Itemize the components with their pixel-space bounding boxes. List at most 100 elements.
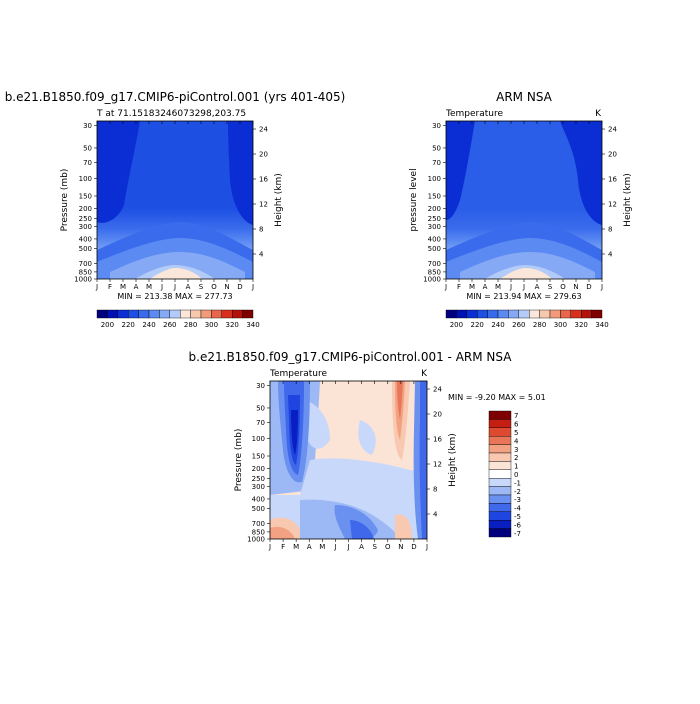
x-tick-label: J: [251, 283, 254, 291]
colorbar-label: 260: [512, 321, 525, 329]
colorbar: 200 220 240 260 280 300 320 340: [96, 309, 260, 329]
y-tick-label: 300: [252, 483, 265, 491]
y-tick-label: 300: [428, 223, 441, 231]
x-tick-label: M: [120, 283, 126, 291]
colorbar-swatch: [211, 309, 222, 319]
colorbar-label: 240: [491, 321, 504, 329]
colorbar-label: 340: [246, 321, 259, 329]
x-tick-label: A: [307, 543, 312, 551]
height-tick-label: 12: [608, 201, 617, 209]
height-tick-label: 24: [608, 126, 617, 134]
y-axis-label: Pressure (mb): [60, 169, 70, 232]
x-tick-label: A: [483, 283, 488, 291]
x-tick-label: J: [173, 283, 176, 291]
colorbar-swatch: [487, 309, 499, 319]
y-tick-label: 700: [252, 520, 265, 528]
colorbar-swatch: [488, 452, 512, 462]
x-tick-label: F: [457, 283, 461, 291]
colorbar-label: 3: [514, 446, 518, 454]
x-tick-label: M: [495, 283, 501, 291]
height-tick-label: 20: [433, 411, 442, 419]
colorbar-label: 300: [554, 321, 567, 329]
x-tick-label: D: [586, 283, 591, 291]
minmax-stats: MIN = -9.20 MAX = 5.01: [448, 393, 546, 402]
y-tick-label: 200: [79, 205, 92, 213]
colorbar-label: 260: [163, 321, 176, 329]
x-tick-label: J: [333, 543, 336, 551]
y-tick-label: 500: [252, 505, 265, 513]
y-tick-label: 400: [252, 495, 265, 503]
x-tick-label: O: [560, 283, 566, 291]
colorbar-label: 320: [575, 321, 588, 329]
colorbar-swatch: [549, 309, 561, 319]
colorbar-swatch: [231, 309, 243, 319]
colorbar-swatch: [488, 444, 512, 454]
y-axis-label-right: Height (km): [448, 433, 458, 487]
colorbar-label: 200: [450, 321, 463, 329]
height-tick-label: 8: [608, 226, 612, 234]
panel-obs: ARM NSA Temperature K 30 50 70 100 150 200 250…: [409, 90, 633, 329]
height-tick-label: 12: [259, 201, 268, 209]
colorbar-label: -1: [514, 479, 521, 487]
panel-title: b.e21.B1850.f09_g17.CMIP6-piControl.001 …: [189, 350, 513, 364]
colorbar-swatch: [529, 309, 540, 319]
colorbar-swatch: [488, 486, 512, 496]
colorbar-swatch: [127, 309, 139, 319]
colorbar-swatch: [488, 511, 512, 521]
y-tick-label: 70: [83, 159, 92, 167]
height-tick-label: 4: [433, 511, 438, 519]
colorbar-swatch: [242, 309, 254, 319]
x-tick-label: J: [95, 283, 98, 291]
colorbar-label: 320: [226, 321, 239, 329]
y-tick-label: 70: [432, 159, 441, 167]
colorbar-label: 280: [533, 321, 546, 329]
x-tick-label: M: [293, 543, 299, 551]
y-tick-label: 50: [432, 144, 441, 152]
x-tick-label: M: [146, 283, 152, 291]
x-tick-label: N: [398, 543, 403, 551]
x-tick-label: S: [372, 543, 377, 551]
contour-field: [446, 121, 602, 279]
colorbar-label: 220: [122, 321, 135, 329]
colorbar-swatch: [107, 309, 119, 319]
colorbar-swatch: [190, 309, 202, 319]
x-tick-label: A: [535, 283, 540, 291]
colorbar-swatch: [518, 309, 530, 319]
y-tick-label: 30: [83, 122, 92, 130]
x-tick-label: J: [268, 543, 271, 551]
height-tick-label: 16: [259, 176, 268, 184]
x-tick-label: D: [237, 283, 242, 291]
height-tick-label: 4: [259, 251, 264, 259]
y-tick-label: 850: [252, 528, 265, 536]
colorbar-label: 6: [514, 421, 519, 429]
x-tick-label: M: [319, 543, 325, 551]
colorbar-swatch: [488, 410, 512, 420]
panel-subtitle: Temperature: [269, 369, 327, 379]
colorbar-swatch: [497, 309, 509, 319]
height-tick-label: 8: [259, 226, 263, 234]
contour-field: [270, 381, 427, 539]
y-tick-label: 50: [256, 404, 265, 412]
height-tick-label: 24: [259, 126, 268, 134]
height-tick-label: 8: [433, 486, 437, 494]
y-tick-label: 1000: [423, 276, 441, 284]
y-tick-label: 400: [79, 235, 92, 243]
height-tick-label: 20: [608, 151, 617, 159]
y-tick-label: 1000: [74, 276, 92, 284]
panel-title: ARM NSA: [496, 90, 553, 104]
height-tick-label: 24: [433, 386, 442, 394]
x-tick-label: A: [134, 283, 139, 291]
y-tick-label: 200: [428, 205, 441, 213]
y-tick-label: 150: [79, 193, 92, 201]
colorbar-label: 200: [101, 321, 114, 329]
panel-model: b.e21.B1850.f09_g17.CMIP6-piControl.001 …: [5, 90, 346, 329]
panel-title: b.e21.B1850.f09_g17.CMIP6-piControl.001 …: [5, 90, 346, 104]
colorbar-label: 2: [514, 454, 518, 462]
colorbar-swatch: [488, 461, 512, 470]
x-tick-label: J: [160, 283, 163, 291]
